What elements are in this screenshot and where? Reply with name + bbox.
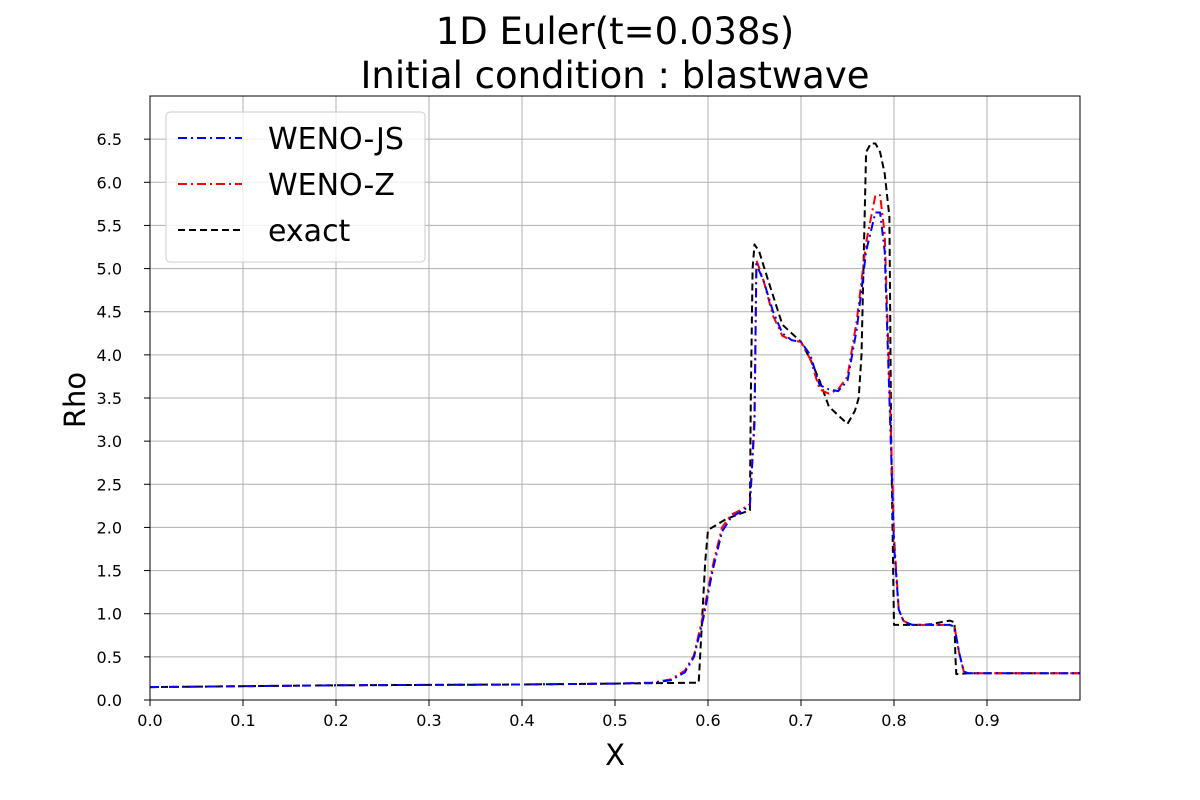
y-tick-label: 2.0 [97,518,122,537]
y-tick-label: 3.5 [97,389,122,408]
x-tick-label: 0.2 [323,711,348,730]
x-axis-label: X [605,738,625,772]
series-line-weno-js [149,211,1080,689]
y-tick-label: 0.0 [97,691,122,710]
x-tick-label: 0.8 [881,711,906,730]
x-tick-label: 0.6 [695,711,720,730]
chart-subtitle: Initial condition : blastwave [360,54,869,97]
y-axis-label: Rho [58,372,92,428]
series-layer [149,142,1080,689]
y-tick-label: 3.0 [97,432,122,451]
x-tick-label: 0.9 [974,711,999,730]
y-tick-label: 6.0 [97,173,122,192]
x-tick-label: 0.5 [602,711,627,730]
x-tick-label: 0.7 [788,711,813,730]
y-tick-label: 6.5 [97,130,122,149]
ticks: 0.0 0.1 0.2 0.3 0.4 0.5 0.6 0.7 0.8 0.9 0.0 0.5 1.0 1… [97,130,1000,730]
y-tick-label: 4.0 [97,346,122,365]
y-tick-label: 5.5 [97,216,122,235]
series-line-exact [149,142,1080,689]
legend-box [165,111,426,263]
y-tick-label: 1.5 [97,562,122,581]
legend-entries: WENO-JS WENO-Z exact [178,122,404,249]
y-tick-label: 4.5 [97,303,122,322]
x-tick-label: 0.0 [137,711,162,730]
y-tick-label: 0.5 [97,648,122,667]
y-tick-label: 5.0 [97,260,122,279]
y-tick-label: 1.0 [97,605,122,624]
legend-label: exact [268,214,351,249]
x-tick-label: 0.4 [509,711,534,730]
x-tick-label: 0.1 [230,711,255,730]
legend-label: WENO-Z [268,168,395,203]
x-tick-label: 0.3 [416,711,441,730]
legend: WENO-JS WENO-Z exact [165,111,426,263]
chart-title: 1D Euler(t=0.038s) [436,10,794,53]
legend-label: WENO-JS [268,122,404,157]
y-tick-label: 2.5 [97,475,122,494]
